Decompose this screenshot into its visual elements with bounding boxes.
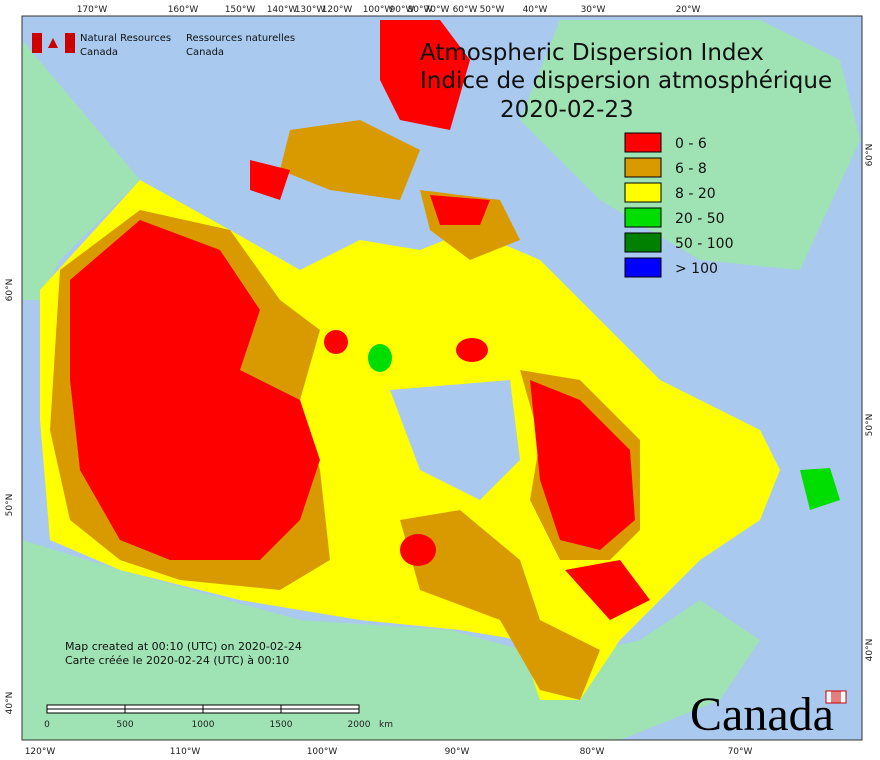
- top-label: 50°W: [480, 5, 505, 15]
- legend-swatch: [624, 157, 662, 178]
- bottom-label: 120°W: [25, 747, 56, 757]
- bottom-label: 70°W: [728, 747, 753, 757]
- top-label: 100°W: [363, 5, 394, 15]
- scale-label: 0: [44, 720, 50, 730]
- note: Carte créée le 2020-02-24 (UTC) à 00:10: [65, 654, 289, 667]
- flag-leaf: [48, 38, 58, 48]
- arctic-red: [250, 160, 290, 200]
- left-label: 50°N: [5, 494, 15, 517]
- right-label: 50°N: [865, 414, 875, 437]
- scale-unit: km: [379, 720, 393, 730]
- legend-label: 20 - 50: [675, 211, 725, 227]
- title-fr: Indice de dispersion atmosphérique: [420, 68, 832, 94]
- title-en: Atmospheric Dispersion Index: [420, 40, 764, 66]
- scale-label: 1500: [270, 720, 293, 730]
- flag-bar: [32, 33, 42, 53]
- agency-fr: Ressources naturelles: [186, 33, 295, 44]
- scale-segment: [280, 708, 360, 714]
- top-label: 170°W: [77, 5, 108, 15]
- top-label: 120°W: [322, 5, 353, 15]
- legend-label: 50 - 100: [675, 236, 734, 252]
- scale-segment: [202, 708, 282, 714]
- wordmark-flag: [831, 691, 841, 703]
- bottom-label: 110°W: [170, 747, 201, 757]
- ellesmere: [380, 20, 470, 130]
- hudson-bay: [390, 380, 520, 500]
- legend-label: 8 - 20: [675, 186, 716, 202]
- alaska: [22, 40, 140, 300]
- legend-label: 0 - 6: [675, 136, 707, 152]
- left-label: 60°N: [5, 279, 15, 302]
- top-label: 140°W: [267, 5, 298, 15]
- frame: [21, 15, 863, 741]
- green-spot: [368, 344, 392, 372]
- scale-segment: [280, 704, 360, 710]
- top-label: 60°W: [453, 5, 478, 15]
- legend-swatch: [624, 232, 662, 253]
- right-label: 40°N: [865, 639, 875, 662]
- ontario-orange: [400, 510, 600, 700]
- legend-swatch: [624, 207, 662, 228]
- scale-label: 500: [116, 720, 133, 730]
- top-label: 20°W: [676, 5, 701, 15]
- bottom-label: 100°W: [307, 747, 338, 757]
- scale-label: 2000: [348, 720, 371, 730]
- red-spot: [456, 338, 488, 362]
- top-label: 130°W: [295, 5, 326, 15]
- scale-segment: [46, 704, 126, 710]
- bottom-label: 80°W: [580, 747, 605, 757]
- top-label: 80°W: [408, 5, 433, 15]
- south-red: [565, 560, 650, 620]
- top-label: 30°W: [581, 5, 606, 15]
- left-label: 40°N: [5, 692, 15, 715]
- map-date: 2020-02-23: [500, 97, 634, 123]
- greenland: [520, 20, 860, 270]
- west-red: [70, 220, 320, 560]
- flag-bar: [65, 33, 75, 53]
- scale-label: 1000: [192, 720, 215, 730]
- quebec-red: [530, 380, 635, 550]
- arctic-islands: [280, 120, 420, 200]
- agency-en: Natural Resources: [80, 33, 171, 44]
- legend-label: > 100: [675, 261, 718, 277]
- right-label: 60°N: [865, 144, 875, 167]
- scale-segment: [124, 708, 204, 714]
- legend-label: 6 - 8: [675, 161, 707, 177]
- top-label: 90°W: [390, 5, 415, 15]
- baffin-red: [430, 195, 490, 225]
- legend-swatch: [624, 132, 662, 153]
- note: Map created at 00:10 (UTC) on 2020-02-24: [65, 640, 302, 653]
- legend-swatch: [624, 257, 662, 278]
- top-label: 70°W: [425, 5, 450, 15]
- bottom-label: 90°W: [445, 747, 470, 757]
- top-label: 160°W: [168, 5, 199, 15]
- scale-segment: [202, 704, 282, 710]
- scale-segment: [46, 708, 126, 714]
- top-label: 150°W: [225, 5, 256, 15]
- red-spot: [324, 330, 348, 354]
- wordmark: Canada: [690, 688, 834, 741]
- red-spot: [400, 534, 436, 566]
- scale-segment: [124, 704, 204, 710]
- top-label: 40°W: [523, 5, 548, 15]
- agency-en: Canada: [80, 47, 118, 58]
- agency-fr: Canada: [186, 47, 224, 58]
- legend-swatch: [624, 182, 662, 203]
- nfld-green: [800, 468, 840, 510]
